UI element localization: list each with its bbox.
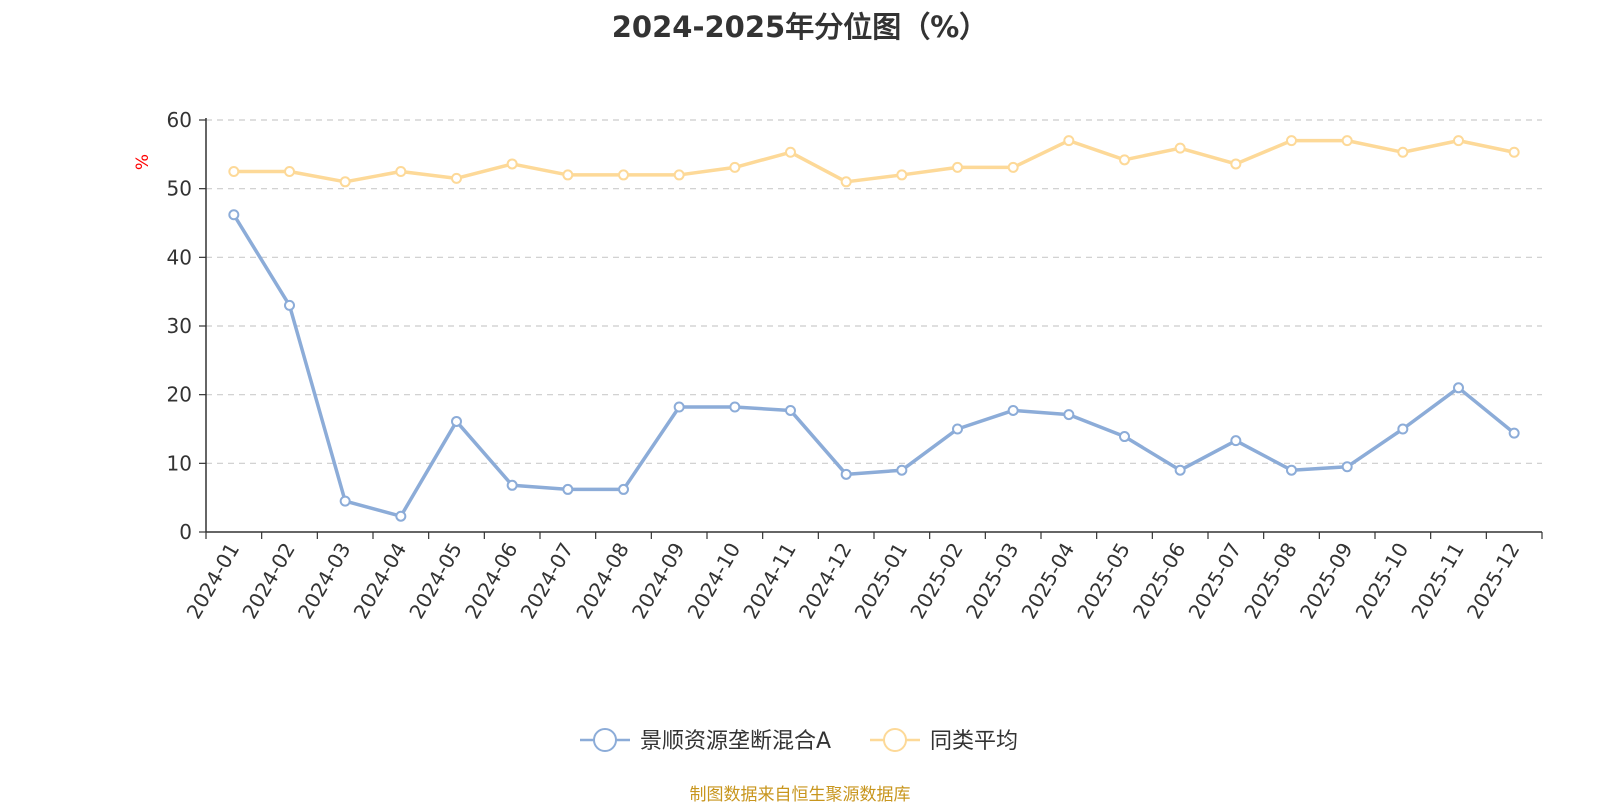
- x-tick-label: 2024-09: [627, 539, 690, 623]
- series-lines: [228, 135, 1520, 522]
- data-point: [1174, 142, 1186, 154]
- x-tick-label: 2024-11: [738, 539, 801, 623]
- data-point: [785, 404, 796, 416]
- data-point: [785, 146, 796, 158]
- series-line-2: [233, 138, 1515, 184]
- data-point: [451, 415, 462, 427]
- data-point: [1508, 146, 1520, 158]
- y-tick-label: 60: [167, 108, 192, 132]
- data-point: [618, 169, 629, 181]
- x-tick-label: 2025-11: [1406, 539, 1469, 623]
- data-point: [1063, 409, 1075, 421]
- y-axis-label: %: [133, 154, 153, 170]
- y-tick-label: 50: [167, 177, 192, 201]
- data-point: [1119, 154, 1130, 166]
- data-point: [506, 479, 518, 491]
- legend-label: 同类平均: [930, 729, 1018, 754]
- data-point: [729, 161, 741, 173]
- data-point: [395, 510, 407, 522]
- data-point: [284, 166, 295, 177]
- x-tick-label: 2025-05: [1072, 539, 1135, 623]
- y-tick-label: 40: [167, 245, 192, 269]
- x-tick-label: 2024-03: [293, 539, 356, 623]
- data-point: [673, 169, 685, 181]
- grid-lines: [206, 119, 1542, 464]
- x-tick-label: 2024-07: [516, 539, 579, 623]
- legend-marker: [593, 728, 617, 752]
- data-point: [896, 464, 908, 476]
- x-tick-label: 2024-06: [460, 539, 523, 623]
- x-tick-label: 2025-06: [1128, 539, 1191, 623]
- x-tick-label: 2025-07: [1184, 539, 1247, 623]
- data-point: [1397, 146, 1409, 158]
- x-tick-label: 2025-09: [1295, 539, 1358, 623]
- data-point: [562, 483, 574, 495]
- data-point: [1453, 382, 1464, 394]
- y-tick-label: 0: [179, 520, 192, 544]
- data-point: [1508, 427, 1520, 439]
- x-tick-label: 2024-08: [571, 539, 634, 623]
- x-tick-label: 2024-01: [182, 539, 245, 623]
- data-point: [284, 299, 295, 311]
- legend-marker: [883, 728, 907, 752]
- data-point: [1286, 135, 1297, 147]
- data-point: [1230, 435, 1242, 447]
- data-point: [840, 468, 852, 480]
- x-tick-label: 2025-12: [1462, 539, 1525, 623]
- x-tick-label: 2024-04: [349, 539, 412, 623]
- x-tick-label: 2025-03: [961, 539, 1024, 623]
- data-point: [395, 166, 407, 177]
- x-tick-label: 2024-10: [683, 539, 746, 623]
- x-tick-label: 2024-12: [794, 539, 857, 623]
- legend-label: 景顺资源垄断混合A: [640, 729, 831, 754]
- data-point: [1230, 158, 1242, 170]
- data-point: [952, 423, 963, 435]
- y-tick-label: 30: [167, 314, 192, 338]
- data-point: [339, 176, 351, 188]
- data-point: [1007, 404, 1019, 416]
- data-point: [729, 401, 741, 413]
- x-tick-label: 2025-10: [1351, 539, 1414, 623]
- data-point: [1341, 135, 1353, 147]
- data-point: [952, 161, 963, 173]
- data-point: [1286, 464, 1297, 476]
- data-point: [228, 209, 240, 221]
- data-point: [840, 176, 852, 188]
- data-point: [339, 495, 351, 507]
- data-point: [506, 158, 518, 170]
- x-tick-label: 2025-04: [1017, 539, 1080, 623]
- data-point: [618, 483, 629, 495]
- series-line-1: [232, 213, 1516, 518]
- data-point: [1453, 135, 1464, 147]
- data-point: [1341, 461, 1353, 473]
- data-point: [1119, 431, 1130, 443]
- x-tick-label: 2025-08: [1239, 539, 1302, 623]
- data-point: [228, 166, 240, 177]
- y-tick-label: 10: [167, 451, 192, 475]
- data-point: [896, 169, 908, 181]
- data-point: [1397, 423, 1409, 435]
- data-point: [1174, 464, 1186, 476]
- data-point: [451, 172, 462, 184]
- x-tick-label: 2024-02: [237, 539, 300, 623]
- chart-title: 2024-2025年分位图（%）: [611, 10, 989, 44]
- data-point: [1063, 135, 1075, 147]
- source-note: 制图数据来自恒生聚源数据库: [689, 785, 911, 805]
- x-tick-label: 2025-02: [905, 539, 968, 623]
- data-point: [1007, 161, 1019, 173]
- data-point: [562, 169, 574, 181]
- y-tick-label: 20: [167, 383, 192, 407]
- legend: 景顺资源垄断混合A 同类平均: [580, 728, 1018, 754]
- x-tick-label: 2025-01: [850, 539, 913, 623]
- x-tick-label: 2024-05: [404, 539, 467, 623]
- data-point: [673, 401, 685, 413]
